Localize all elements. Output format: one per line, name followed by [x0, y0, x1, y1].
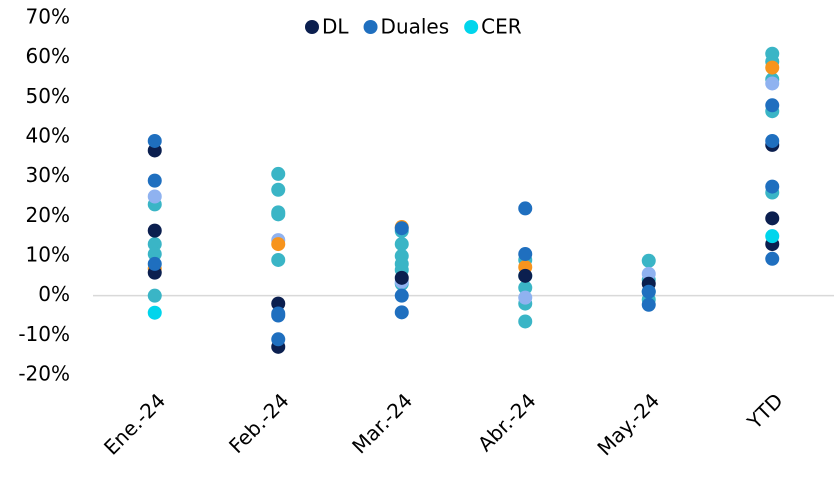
y-tick-label: -10%: [18, 322, 70, 346]
dot: [765, 211, 780, 226]
y-tick-label: 60%: [26, 44, 70, 68]
dot: [394, 221, 409, 236]
dot: [518, 201, 533, 216]
x-tick-label: Ene.-24: [99, 388, 170, 459]
x-tick-label: May.-24: [592, 388, 664, 460]
y-tick-label: 50%: [26, 84, 70, 108]
dot: [641, 297, 656, 312]
dot: [518, 268, 533, 283]
dot: [271, 182, 286, 197]
dot: [147, 305, 162, 320]
y-tick-label: 20%: [26, 203, 70, 227]
legend-marker: [464, 20, 479, 34]
dot: [765, 229, 780, 244]
dot: [641, 253, 656, 268]
dot: [518, 314, 533, 329]
dot: [765, 179, 780, 194]
dot: [271, 237, 286, 252]
dot: [518, 247, 533, 262]
dot: [765, 76, 780, 91]
legend-label: DL: [322, 15, 349, 39]
x-tick-label: Abr.-24: [473, 388, 541, 456]
dot: [641, 266, 656, 281]
dot: [271, 306, 286, 321]
dot: [765, 251, 780, 266]
dot: [147, 247, 162, 262]
y-tick-label: 0%: [38, 282, 70, 306]
y-tick-label: -20%: [18, 362, 70, 386]
legend-marker: [363, 20, 378, 34]
x-tick-label: Mar.-24: [347, 388, 417, 458]
legend-marker: [305, 20, 319, 34]
dot: [147, 173, 162, 188]
dot: [271, 332, 286, 347]
dot: [147, 237, 162, 252]
y-tick-label: 40%: [26, 124, 70, 148]
dot: [641, 284, 656, 299]
dot: [518, 290, 533, 305]
y-tick-label: 30%: [26, 163, 70, 187]
dot: [394, 305, 409, 320]
dot: [394, 237, 409, 252]
dot: [147, 256, 162, 271]
legend-label: Duales: [381, 15, 450, 39]
dot: [765, 60, 780, 75]
dot: [147, 288, 162, 303]
dot: [147, 133, 162, 148]
dot: [394, 288, 409, 303]
dot: [518, 280, 533, 295]
x-tick-label: YTD: [742, 388, 788, 434]
y-tick-label: 10%: [26, 243, 70, 267]
dot: [765, 133, 780, 148]
dot: [271, 296, 286, 311]
dot: [271, 166, 286, 181]
dot: [271, 207, 286, 222]
legend-label: CER: [481, 15, 522, 39]
dot: [394, 270, 409, 285]
dot: [147, 223, 162, 238]
dot: [271, 252, 286, 267]
y-tick-label: 70%: [26, 5, 70, 29]
dot: [147, 189, 162, 204]
x-tick-label: Feb.-24: [224, 388, 294, 458]
dot: [765, 98, 780, 113]
